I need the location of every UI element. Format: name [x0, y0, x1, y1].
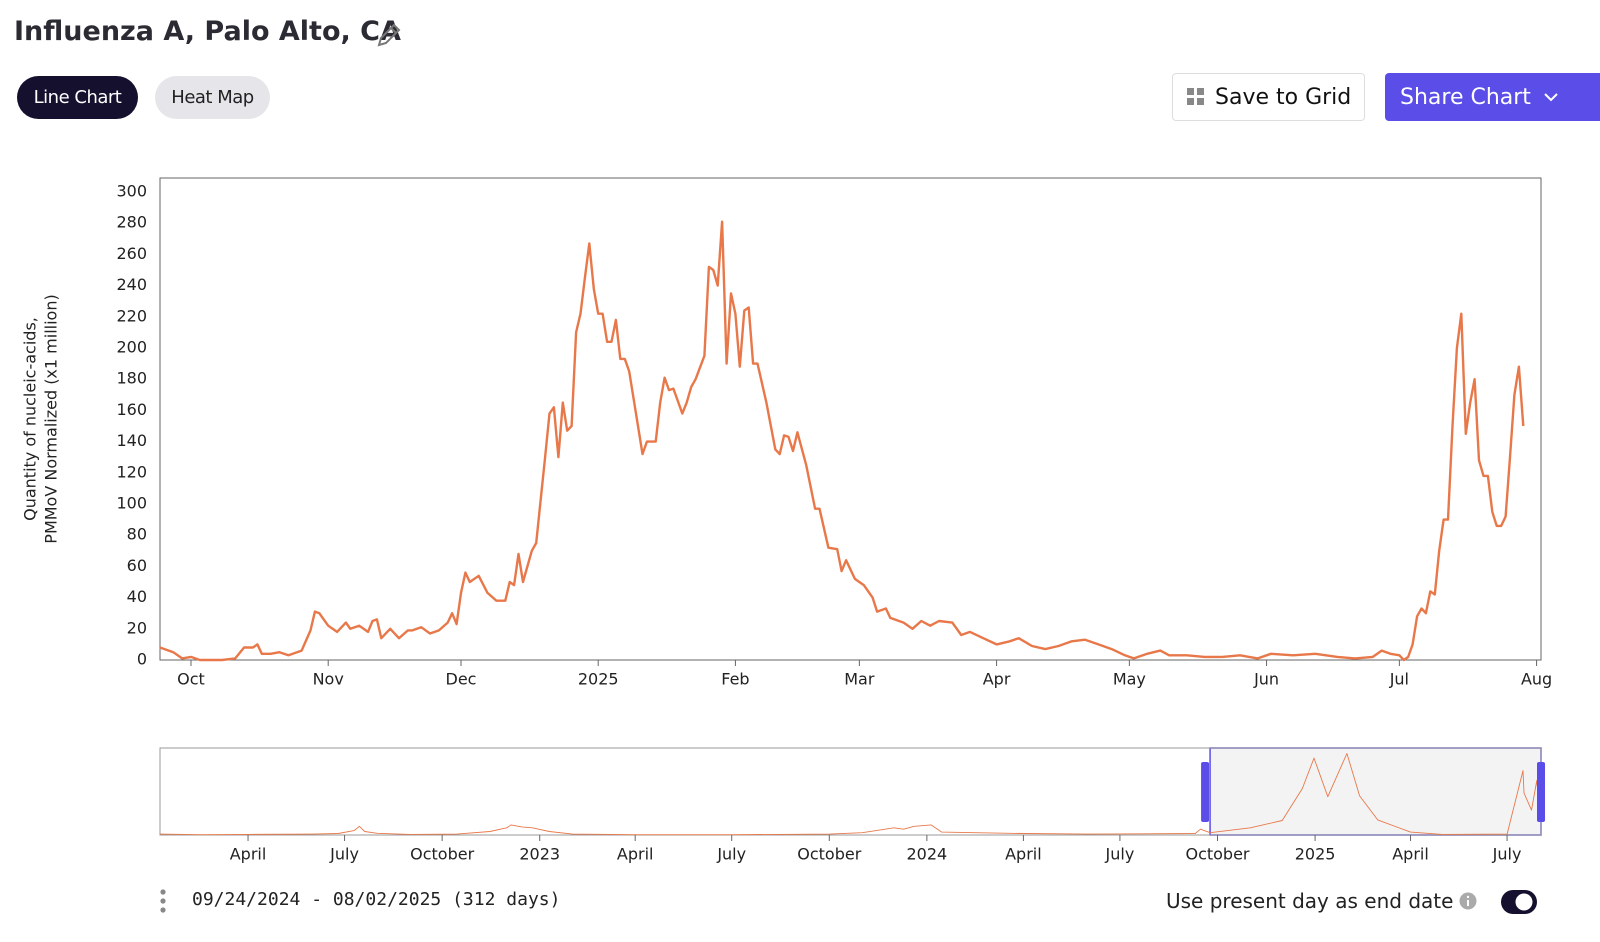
data-line [159, 220, 1525, 662]
y-tick-label: 80 [127, 525, 147, 544]
x-tick-label: July [716, 845, 746, 864]
date-range: 09/24/2024 - 08/02/2025 (312 days) [192, 889, 561, 910]
x-tick-label: April [1392, 845, 1429, 864]
y-tick-label: 240 [116, 275, 147, 294]
y-axis-label: PMMoV Normalized (x1 million) [42, 294, 61, 543]
toggle-label: Use present day as end date [1166, 889, 1454, 913]
y-tick-label: 220 [116, 306, 147, 325]
y-tick-label: 300 [116, 182, 147, 201]
tab-line-chart[interactable]: Line Chart [17, 76, 138, 119]
save-button[interactable]: Save to Grid [1172, 73, 1365, 121]
x-tick-label: Nov [313, 670, 344, 689]
menu-dots[interactable] [156, 888, 170, 916]
y-tick-label: 40 [127, 587, 147, 606]
chevron [1544, 93, 1558, 102]
y-tick-label: 180 [116, 369, 147, 388]
y-tick-label: 200 [116, 338, 147, 357]
x-tick-label: Feb [721, 670, 749, 689]
y-tick-label: 260 [116, 244, 147, 263]
x-tick-label: April [1005, 845, 1042, 864]
page-title: Influenza A, Palo Alto, CA [14, 16, 401, 47]
y-tick-label: 60 [127, 556, 147, 575]
x-tick-label: Jun [1253, 670, 1279, 689]
y-tick-label: 140 [116, 431, 147, 450]
edit-icon[interactable] [374, 20, 404, 50]
data-line [159, 753, 1539, 836]
tab-heat-map[interactable]: Heat Map [155, 76, 270, 119]
grid-icon [1187, 88, 1204, 105]
y-tick-label: 160 [116, 400, 147, 419]
brush-handle [1201, 762, 1210, 822]
x-tick-label: July [1105, 845, 1135, 864]
x-tick-label: 2024 [907, 845, 948, 864]
x-tick-label: October [410, 845, 474, 864]
y-axis-label: Quantity of nucleic-acids, [21, 317, 40, 521]
toggle-switch[interactable] [1500, 889, 1538, 915]
y-tick-label: 100 [116, 494, 147, 513]
x-tick-label: 2025 [578, 670, 619, 689]
info-icon[interactable] [1459, 892, 1477, 910]
x-tick-label: Jul [1389, 670, 1409, 689]
share-label: Share Chart [1400, 84, 1531, 110]
x-tick-label: July [1492, 845, 1522, 864]
y-tick-label: 280 [116, 213, 147, 232]
x-tick-label: October [797, 845, 861, 864]
brush-selection [1209, 747, 1542, 836]
y-tick-label: 0 [137, 650, 147, 669]
x-tick-label: April [617, 845, 654, 864]
x-tick-label: July [329, 845, 359, 864]
x-tick-label: 2025 [1295, 845, 1336, 864]
x-tick-label: Oct [177, 670, 205, 689]
x-tick-label: Dec [446, 670, 477, 689]
y-tick-label: 120 [116, 462, 147, 481]
x-tick-label: May [1113, 670, 1146, 689]
brush-handle [1537, 762, 1545, 822]
save-label: Save to Grid [1215, 84, 1352, 110]
y-tick-label: 20 [127, 618, 147, 637]
x-tick-label: 2023 [519, 845, 560, 864]
x-tick-label: October [1185, 845, 1249, 864]
x-tick-label: Aug [1521, 670, 1552, 689]
x-tick-label: Apr [983, 670, 1011, 689]
x-tick-label: April [230, 845, 267, 864]
share-button[interactable]: Share Chart [1385, 73, 1600, 121]
plot-frame [159, 177, 1542, 661]
x-tick-label: Mar [844, 670, 875, 689]
